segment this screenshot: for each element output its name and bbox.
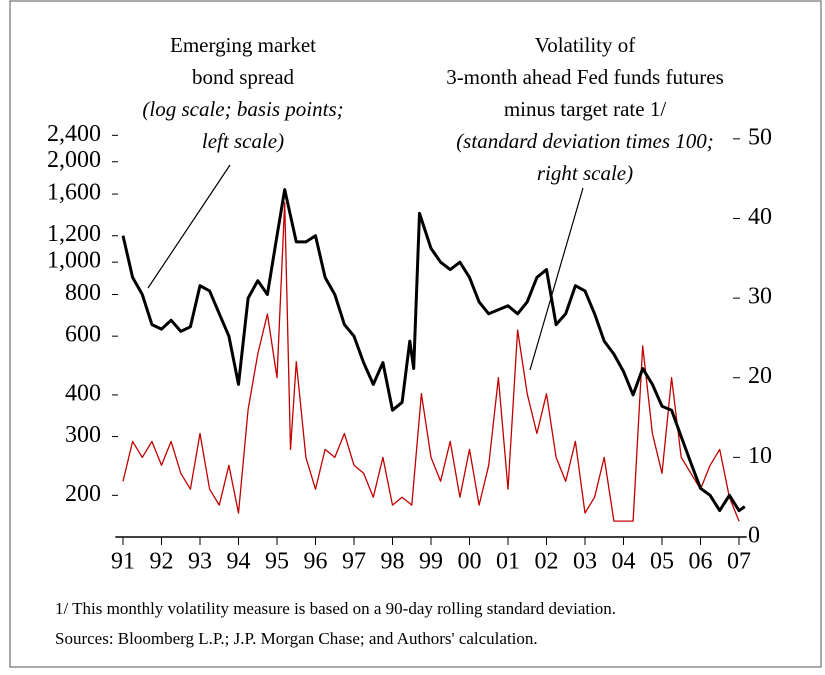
leader-line (529, 187, 584, 371)
series-line (122, 201, 740, 522)
x-tick-label: 02 (535, 549, 559, 575)
y-tick-label: 300 (65, 422, 101, 448)
x-tick-label: 96 (304, 549, 328, 575)
x-tick-label: 03 (573, 549, 597, 575)
y2-tick-label: 0 (748, 523, 760, 549)
y-tick-label: 600 (65, 322, 101, 348)
footnote: 1/ This monthly volatility measure is ba… (55, 599, 616, 618)
y-tick-label: 200 (65, 481, 101, 507)
y2-tick-label: 50 (748, 124, 772, 150)
annotation-note: (standard deviation times 100; (456, 129, 714, 153)
frame (9, 0, 822, 668)
x-tick-label: 94 (227, 549, 251, 575)
y-tick-label: 1,600 (47, 180, 101, 206)
x-tick-label: 92 (150, 549, 174, 575)
x-tick-label: 00 (458, 549, 482, 575)
y2-tick-label: 10 (748, 443, 772, 469)
annotation: Emerging market (170, 33, 316, 57)
x-tick-label: 05 (650, 549, 674, 575)
leader-line (147, 164, 231, 289)
annotation-note: right scale) (537, 161, 633, 185)
x-tick-label: 04 (612, 549, 636, 575)
y-tick-label: 1,000 (47, 248, 101, 274)
y-tick-label: 400 (65, 380, 101, 406)
annotation: 3-month ahead Fed funds futures (446, 65, 724, 89)
x-tick-label: 98 (381, 549, 405, 575)
annotation: bond spread (192, 65, 295, 89)
y2-tick-label: 40 (748, 204, 772, 230)
x-tick-label: 01 (496, 549, 520, 575)
y-tick-label: 800 (65, 280, 101, 306)
x-tick-label: 95 (265, 549, 289, 575)
annotation-note: left scale) (202, 129, 284, 153)
y-tick-label: 2,000 (47, 147, 101, 173)
y-tick-label: 2,400 (47, 121, 101, 147)
y2-tick-label: 20 (748, 363, 772, 389)
y2-tick-label: 30 (748, 284, 772, 310)
series-line (121, 188, 746, 513)
annotation-note: (log scale; basis points; (142, 97, 343, 121)
x-tick-label: 97 (342, 549, 366, 575)
annotation: minus target rate 1/ (504, 97, 666, 121)
footnote: Sources: Bloomberg L.P.; J.P. Morgan Cha… (55, 629, 538, 648)
annotation: Volatility of (535, 33, 636, 57)
x-tick-label: 99 (419, 549, 443, 575)
x-tick-label: 93 (188, 549, 212, 575)
x-tick-label: 07 (727, 549, 751, 575)
y-tick-label: 1,200 (47, 221, 101, 247)
x-tick-label: 91 (111, 549, 135, 575)
x-tick-label: 06 (689, 549, 713, 575)
